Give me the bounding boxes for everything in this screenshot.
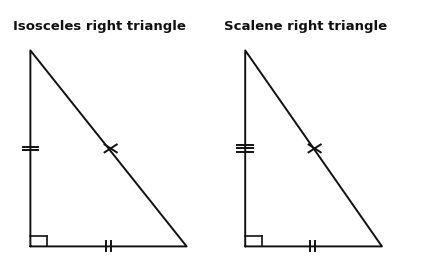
Text: Scalene right triangle: Scalene right triangle [224, 20, 387, 32]
Text: Isosceles right triangle: Isosceles right triangle [13, 20, 186, 32]
